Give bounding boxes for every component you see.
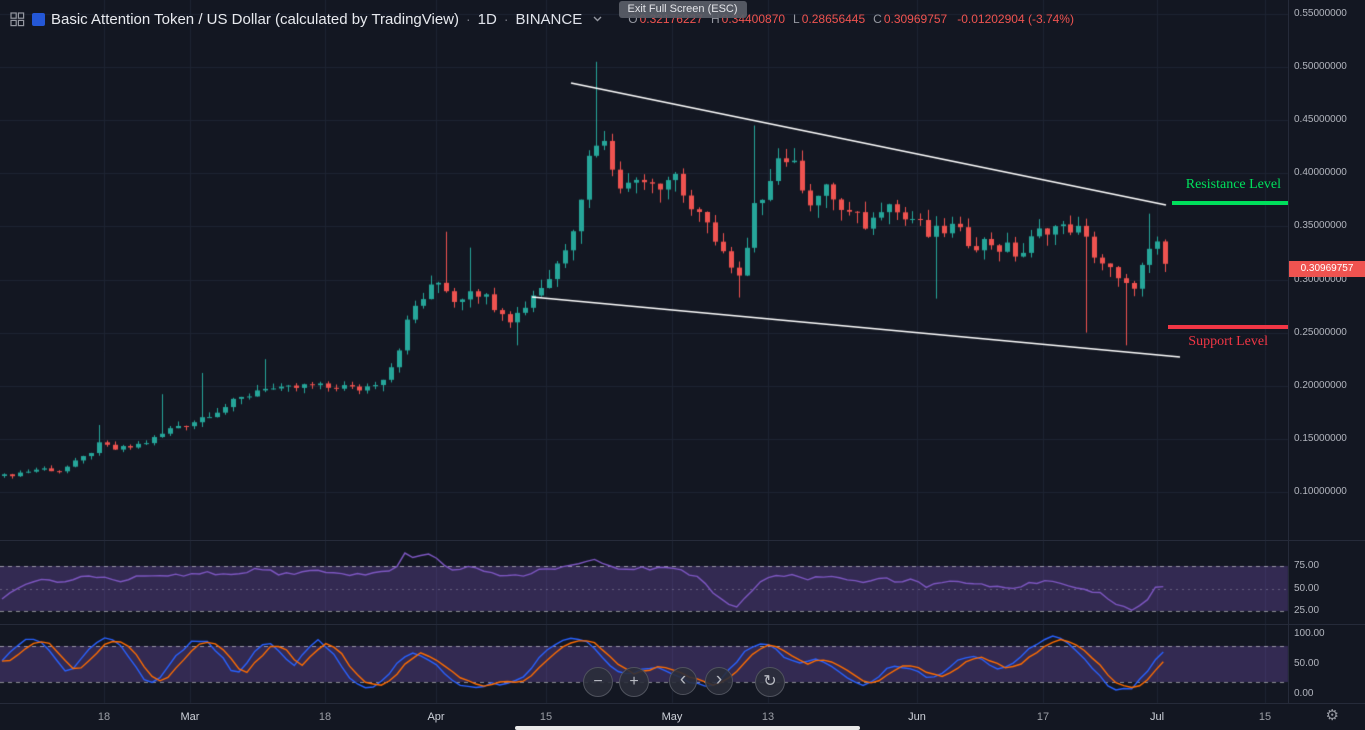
symbol-logo-icon [32, 12, 45, 26]
support-line[interactable] [1168, 324, 1288, 329]
rsi-axis-label: 50.00 [1294, 582, 1320, 594]
resistance-line[interactable] [1172, 201, 1288, 206]
time-axis-label: Mar [180, 711, 200, 723]
chevron-down-icon[interactable] [588, 10, 606, 28]
close-label: C [873, 12, 882, 26]
scroll-right-button[interactable]: › [705, 667, 733, 695]
rsi-axis-label: 25.00 [1294, 605, 1320, 616]
rsi-axis-label: 75.00 [1294, 560, 1320, 571]
close-value: 0.30969757 [883, 12, 948, 26]
chart-legend: Basic Attention Token / US Dollar (calcu… [8, 8, 1074, 30]
fullscreen-tooltip: Exit Full Screen (ESC) [618, 1, 747, 18]
time-axis-label: Jun [908, 711, 926, 723]
stoch-axis-label: 100.00 [1294, 628, 1325, 639]
price-axis-label: 0.10000000 [1294, 485, 1347, 497]
low-value: 0.28656445 [801, 12, 866, 26]
ohlc-values: O 0.32176227 H 0.34400870 L 0.28656445 C 0.3… [622, 12, 1074, 26]
time-axis-label: 18 [318, 711, 332, 723]
symbol-title[interactable]: Basic Attention Token / US Dollar (calcu… [51, 10, 459, 28]
bottom-center-bar [515, 726, 860, 730]
price-axis-label: 0.55000000 [1294, 8, 1347, 19]
time-axis-label: 17 [1036, 711, 1050, 723]
price-axis-label: 0.50000000 [1294, 61, 1347, 73]
price-axis-label: 0.30000000 [1294, 273, 1347, 285]
price-axis-label: 0.15000000 [1294, 432, 1347, 444]
time-axis-label: Apr [427, 711, 445, 723]
low-label: L [793, 12, 800, 26]
price-axis[interactable]: 0.55000000 0.50000000 0.45000000 0.40000000… [1289, 0, 1365, 703]
open-label: O [628, 12, 638, 26]
resistance-label[interactable]: Resistance Level [1185, 177, 1281, 193]
reset-chart-button[interactable]: ↻ [755, 667, 785, 697]
separator-dot: · [466, 11, 471, 27]
scroll-left-button[interactable]: ‹ [669, 667, 697, 695]
high-label: H [710, 12, 720, 26]
time-axis[interactable]: 18 Mar 18 Apr 15 May 13 Jun 17 Jul 15 [0, 703, 1288, 730]
price-axis-label: 0.20000000 [1294, 379, 1347, 391]
layout-grid-icon[interactable] [8, 10, 26, 28]
price-axis-label: 0.25000000 [1294, 326, 1347, 338]
zoom-out-button[interactable]: − [583, 667, 613, 697]
exchange-name[interactable]: BINANCE [515, 10, 583, 28]
price-axis-label: 0.45000000 [1294, 114, 1347, 126]
time-axis-label: 15 [1258, 711, 1272, 723]
pane-separator[interactable] [0, 540, 1365, 541]
time-axis-label: 18 [97, 711, 111, 723]
time-axis-label: Jul [1149, 711, 1165, 723]
pane-separator[interactable] [0, 624, 1365, 625]
time-axis-separator [0, 703, 1365, 704]
time-axis-label: May [661, 711, 683, 723]
price-axis-label: 0.40000000 [1294, 167, 1347, 179]
interval-value[interactable]: 1D [477, 10, 497, 28]
stoch-axis-label: 50.00 [1294, 658, 1320, 669]
stoch-axis-label: 0.00 [1294, 688, 1314, 699]
support-label[interactable]: Support Level [1188, 333, 1268, 349]
time-axis-label: 15 [539, 711, 553, 723]
separator-dot: · [503, 11, 509, 27]
zoom-in-button[interactable]: + [619, 667, 649, 697]
settings-gear-icon[interactable]: ⚙ [1325, 707, 1339, 724]
price-axis-separator [1288, 0, 1289, 703]
price-axis-label: 0.35000000 [1294, 220, 1347, 232]
change-value: -0.01202904 (-3.74%) [957, 12, 1074, 26]
current-price-badge: 0.30969757 [1289, 261, 1365, 278]
time-axis-label: 13 [761, 711, 775, 723]
